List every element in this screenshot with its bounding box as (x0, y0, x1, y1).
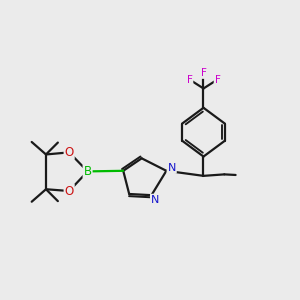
Text: O: O (64, 146, 74, 159)
Text: O: O (64, 184, 74, 197)
Text: F: F (201, 68, 206, 78)
Text: F: F (187, 75, 193, 85)
Text: B: B (83, 165, 92, 178)
Text: F: F (214, 75, 220, 85)
Text: N: N (167, 163, 176, 173)
Text: N: N (151, 195, 159, 205)
